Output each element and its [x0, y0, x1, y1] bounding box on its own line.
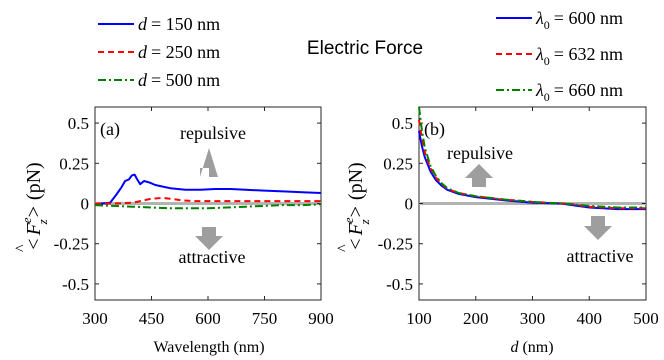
legend-a-entry-3: d = 500 nm [98, 70, 220, 90]
legend-b-var-3: λ [535, 80, 544, 100]
legend-b-var-1: λ [535, 8, 544, 28]
panel-b: 100 200 300 400 500 -0.5 -0.25 0 0.25 0.5 (b) rep… [378, 106, 659, 328]
legend-a-value-1: = 150 nm [151, 14, 220, 34]
svg-text:d= 250 nm: d = 250 nm [138, 42, 220, 62]
y-tick-label: 0.5 [68, 114, 89, 133]
legend-a-var-3: d [138, 70, 148, 90]
y-tick-label: -0.25 [378, 235, 413, 254]
x-tick-label: 750 [252, 309, 278, 328]
y-tick-label: -0.5 [62, 275, 89, 294]
ylabel-b-F: F [345, 222, 367, 236]
legend-a-var-2: d [138, 42, 148, 62]
x-tick-label: 450 [139, 309, 165, 328]
panel-b-annotation-attractive: attractive [567, 246, 634, 266]
panel-b-ticks: 100 200 300 400 500 -0.5 -0.25 0 0.25 0.5 [378, 107, 659, 328]
ylabel-b-sup: e [341, 217, 356, 223]
ylabel-a-F: F [23, 222, 45, 236]
ylabel-b-lt: < [345, 238, 367, 249]
series-line-1 [95, 173, 322, 205]
legend-a-value-2: = 250 nm [151, 42, 220, 62]
x-tick-label: 500 [633, 309, 659, 328]
y-tick-label: 0.5 [392, 114, 413, 133]
legend-b-sub-3: 0 [544, 90, 550, 104]
panel-b-down-arrow [584, 216, 612, 240]
y-tick-label: 0.25 [383, 154, 413, 173]
x-tick-label: 900 [308, 309, 334, 328]
ylabel-a-sup: e [19, 217, 34, 223]
ylabel-a-hat: ^ [13, 244, 30, 252]
ylabel-b-gt: > [345, 206, 367, 217]
ylabel-b-hat: ^ [335, 244, 352, 252]
ylabel-a-unit: (pN) [23, 162, 45, 200]
svg-text:<Fez>(pN): < Fez > (pN) [341, 162, 372, 249]
panel-a-annotation-attractive: attractive [179, 247, 246, 267]
legend-a-entry-1: d = 150 nm [98, 14, 220, 34]
panel-a-series [94, 173, 322, 210]
series-line-2 [95, 196, 321, 205]
panel-a-down-arrow [195, 227, 223, 250]
legend-a-value-3: = 500 nm [151, 70, 220, 90]
legend-b-entry-2: λ0 = 632 nm [496, 44, 623, 68]
legend-a-var-1: d [138, 14, 148, 34]
panel-b-label: (b) [424, 119, 445, 140]
ylabel-a-sub: z [35, 219, 50, 225]
panel-b-annotation-repulsive: repulsive [447, 143, 513, 163]
panel-b-up-arrow [465, 164, 493, 187]
x-tick-label: 400 [577, 309, 603, 328]
svg-text:λ0= 632 nm: λ0 = 632 nm [535, 44, 623, 68]
svg-text:d= 500 nm: d = 500 nm [138, 70, 220, 90]
y-tick-label: -0.25 [54, 235, 89, 254]
x-tick-label: 300 [520, 309, 546, 328]
panel-b-series [418, 106, 646, 211]
legend-a: d = 150 nm d = 250 nm d = 500 nm [98, 14, 220, 90]
legend-b: λ0 = 600 nm λ0 = 632 nm λ0 = 660 nm [496, 8, 623, 104]
ylabel-a: < Fez > (pN) ^ [13, 162, 50, 252]
y-tick-label: 0.25 [59, 154, 89, 173]
panel-a-annotation-repulsive: repulsive [180, 123, 246, 143]
xlabel-b-var: d [510, 339, 519, 356]
ylabel-b: < Fez > (pN) ^ [335, 162, 372, 252]
xlabel-b: d (nm) [510, 339, 553, 356]
y-tick-label: 0 [81, 195, 90, 214]
legend-b-sub-2: 0 [544, 54, 550, 68]
svg-text:<Fez>(pN): < Fez > (pN) [19, 162, 50, 249]
y-tick-label: -0.5 [386, 275, 413, 294]
panel-a-ticks: 300 450 600 750 900 -0.5 -0.25 0 0.25 0.5 [54, 107, 334, 328]
legend-a-entry-2: d = 250 nm [98, 42, 220, 62]
x-tick-label: 600 [195, 309, 221, 328]
x-tick-label: 300 [82, 309, 108, 328]
legend-b-var-2: λ [535, 44, 544, 64]
y-tick-label: 0 [405, 195, 414, 214]
figure-title: Electric Force [307, 38, 423, 59]
ylabel-b-sub: z [357, 219, 372, 225]
legend-b-value-2: = 632 nm [554, 44, 623, 64]
ylabel-a-lt: < [23, 238, 45, 249]
xlabel-b-unit: (nm) [518, 339, 553, 356]
xlabel-a: Wavelength (nm) [153, 339, 264, 356]
ylabel-b-unit: (pN) [345, 162, 367, 200]
svg-text:λ0= 600 nm: λ0 = 600 nm [535, 8, 623, 32]
svg-text:d= 150 nm: d = 150 nm [138, 14, 220, 34]
legend-b-entry-3: λ0 = 660 nm [496, 80, 623, 104]
x-tick-label: 200 [463, 309, 489, 328]
svg-text:λ0= 660 nm: λ0 = 660 nm [535, 80, 623, 104]
panel-a-up-arrow [200, 148, 218, 177]
series-line-3 [418, 106, 646, 209]
legend-b-value-3: = 660 nm [554, 80, 623, 100]
series-line-2 [418, 119, 646, 210]
series-line-3 [94, 203, 322, 210]
legend-b-sub-1: 0 [544, 18, 550, 32]
x-tick-label: 100 [406, 309, 432, 328]
ylabel-a-gt: > [23, 206, 45, 217]
legend-b-value-1: = 600 nm [554, 8, 623, 28]
panel-a: 300 450 600 750 900 -0.5 -0.25 0 0.25 0.5 (a) rep… [54, 106, 334, 328]
legend-b-entry-1: λ0 = 600 nm [496, 8, 623, 32]
panel-a-label: (a) [100, 119, 120, 140]
